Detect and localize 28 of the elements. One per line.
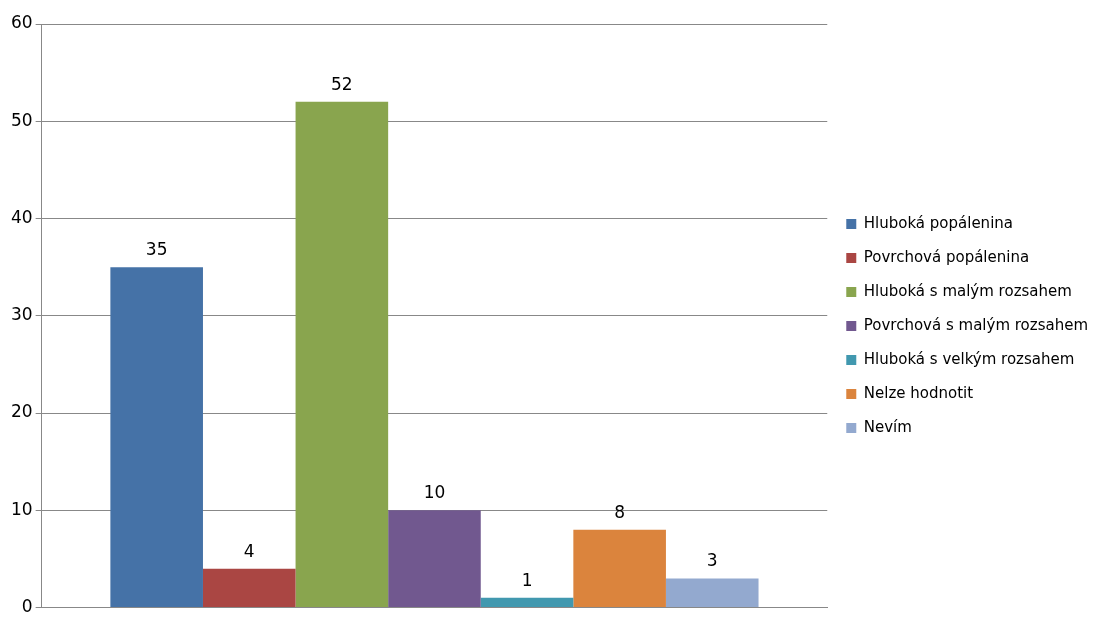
y-tick-label: 20 [10,401,33,422]
y-tick-label: 10 [10,498,33,519]
data-label: 10 [423,482,446,503]
bar [295,101,389,608]
y-tick-label: 50 [10,109,33,130]
y-tick-label: 0 [21,596,33,617]
legend-label: Nevím [863,417,912,436]
legend-label: Hluboká popálenina [863,213,1013,232]
bar [665,578,759,608]
y-tick-label: 60 [10,12,33,33]
data-label: 52 [331,73,353,94]
data-label: 35 [145,239,168,260]
legend-label: Nelze hodnotit [863,383,974,402]
bar [480,597,574,608]
legend-label: Povrchová s malým rozsahem [863,315,1089,334]
legend-label: Hluboká s malým rozsahem [863,281,1072,300]
legend-label: Povrchová popálenina [863,247,1030,266]
data-label: 3 [706,550,718,571]
bar [202,568,296,608]
bar [573,529,666,608]
bar [388,510,481,608]
data-label: 4 [243,540,255,561]
y-tick-label: 40 [10,206,33,227]
legend-label: Hluboká s velkým rozsahem [863,349,1075,368]
data-label: 1 [521,569,533,590]
data-label: 8 [614,501,626,522]
y-tick-label: 30 [10,304,33,325]
bar [110,267,203,608]
